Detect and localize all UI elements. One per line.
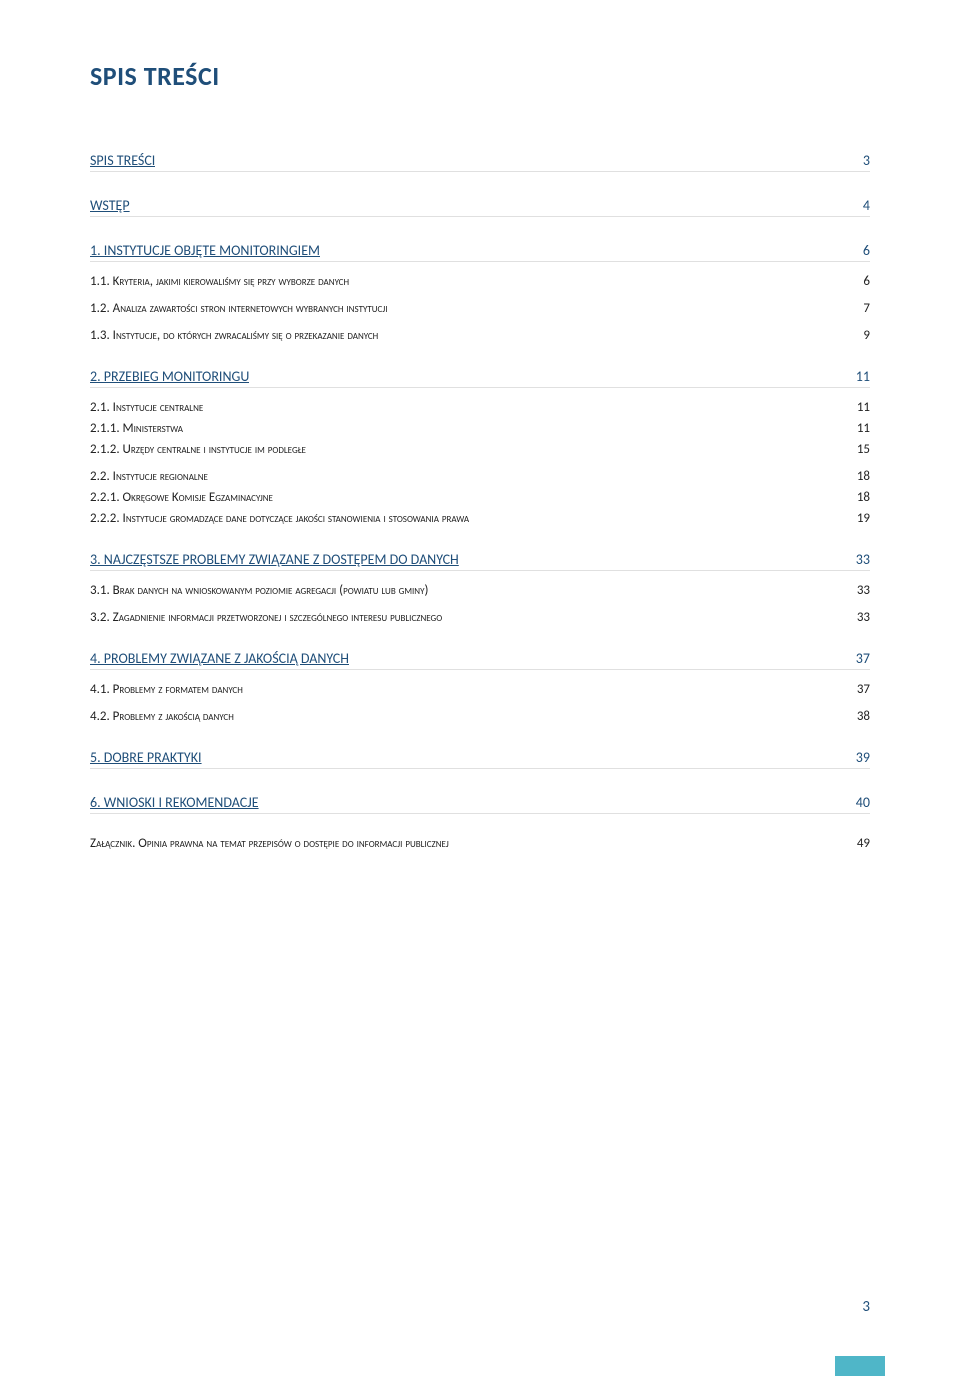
toc-label: 2.2. Instytucje regionalne bbox=[90, 469, 208, 484]
toc-label: 6. WNIOSKI I REKOMENDACJE bbox=[90, 794, 259, 811]
toc-entry[interactable]: 2. PRZEBIEG MONITORINGU 11 bbox=[90, 368, 870, 388]
toc-entry[interactable]: 2.2.2. Instytucje gromadzące dane dotycz… bbox=[90, 511, 870, 526]
toc-page: 37 bbox=[848, 650, 870, 667]
toc-page: 33 bbox=[849, 583, 870, 598]
toc-entry[interactable]: SPIS TREŚCI 3 bbox=[90, 152, 870, 172]
toc-page: 11 bbox=[848, 368, 870, 385]
toc-page: 11 bbox=[849, 421, 870, 436]
toc-entry[interactable]: 4.1. Problemy z formatem danych 37 bbox=[90, 682, 870, 697]
toc-label: 3.2. Zagadnienie informacji przetworzone… bbox=[90, 610, 442, 625]
toc-entry[interactable]: 1.1. Kryteria, jakimi kierowaliśmy się p… bbox=[90, 274, 870, 289]
toc-label: 3.1. Brak danych na wnioskowanym poziomi… bbox=[90, 583, 428, 598]
toc-page: 9 bbox=[855, 328, 870, 343]
toc-entry[interactable]: 4.2. Problemy z jakością danych 38 bbox=[90, 709, 870, 724]
toc-label: 1.2. Analiza zawartości stron internetow… bbox=[90, 301, 388, 316]
toc-page: 3 bbox=[855, 152, 870, 169]
toc-entry[interactable]: 2.2.1. Okręgowe Komisje Egzaminacyjne 18 bbox=[90, 490, 870, 505]
toc-entry[interactable]: 2.1.1. Ministerstwa 11 bbox=[90, 421, 870, 436]
toc-label: 4. PROBLEMY ZWIĄZANE Z JAKOŚCIĄ DANYCH bbox=[90, 650, 349, 667]
toc-page: 19 bbox=[849, 511, 870, 526]
toc-page: 33 bbox=[849, 610, 870, 625]
toc-label: 4.1. Problemy z formatem danych bbox=[90, 682, 243, 697]
toc-label: 1. INSTYTUCJE OBJĘTE MONITORINGIEM bbox=[90, 242, 320, 259]
toc-page: 49 bbox=[849, 836, 870, 851]
toc-page: 4 bbox=[855, 197, 870, 214]
toc-entry[interactable]: WSTĘP 4 bbox=[90, 197, 870, 217]
toc-label: 2.2.1. Okręgowe Komisje Egzaminacyjne bbox=[90, 490, 273, 505]
toc-page: 40 bbox=[848, 794, 870, 811]
toc-entry[interactable]: 1. INSTYTUCJE OBJĘTE MONITORINGIEM 6 bbox=[90, 242, 870, 262]
toc-page: 33 bbox=[848, 551, 870, 568]
toc-entry[interactable]: Załącznik. Opinia prawna na temat przepi… bbox=[90, 836, 870, 851]
toc-entry[interactable]: 1.2. Analiza zawartości stron internetow… bbox=[90, 301, 870, 316]
toc-label: 2. PRZEBIEG MONITORINGU bbox=[90, 368, 249, 385]
toc-entry[interactable]: 5. DOBRE PRAKTYKI 39 bbox=[90, 749, 870, 769]
toc-page: 18 bbox=[849, 469, 870, 484]
toc-entry[interactable]: 6. WNIOSKI I REKOMENDACJE 40 bbox=[90, 794, 870, 814]
toc-label: 1.1. Kryteria, jakimi kierowaliśmy się p… bbox=[90, 274, 349, 289]
toc-entry[interactable]: 2.1. Instytucje centralne 11 bbox=[90, 400, 870, 415]
toc-page: 38 bbox=[849, 709, 870, 724]
toc-label: 2.2.2. Instytucje gromadzące dane dotycz… bbox=[90, 511, 469, 526]
toc-page: 37 bbox=[849, 682, 870, 697]
toc-page: 39 bbox=[848, 749, 870, 766]
toc-label: WSTĘP bbox=[90, 197, 130, 214]
toc-entry[interactable]: 3.1. Brak danych na wnioskowanym poziomi… bbox=[90, 583, 870, 598]
corner-tab bbox=[835, 1356, 885, 1376]
toc-page: 15 bbox=[849, 442, 870, 457]
page-number: 3 bbox=[862, 1298, 870, 1316]
toc-label: 2.1.2. Urzędy centralne i instytucje im … bbox=[90, 442, 306, 457]
toc-entry[interactable]: 2.1.2. Urzędy centralne i instytucje im … bbox=[90, 442, 870, 457]
page-title: SPIS TREŚCI bbox=[90, 60, 870, 92]
toc-label: 1.3. Instytucje, do których zwracaliśmy … bbox=[90, 328, 378, 343]
toc-page: 11 bbox=[849, 400, 870, 415]
toc-entry[interactable]: 3.2. Zagadnienie informacji przetworzone… bbox=[90, 610, 870, 625]
toc-label: 4.2. Problemy z jakością danych bbox=[90, 709, 234, 724]
toc-label: Załącznik. Opinia prawna na temat przepi… bbox=[90, 836, 449, 851]
toc-entry[interactable]: 1.3. Instytucje, do których zwracaliśmy … bbox=[90, 328, 870, 343]
toc-label: 2.1.1. Ministerstwa bbox=[90, 421, 183, 436]
toc-entry[interactable]: 2.2. Instytucje regionalne 18 bbox=[90, 469, 870, 484]
toc-label: 5. DOBRE PRAKTYKI bbox=[90, 749, 202, 766]
table-of-contents: SPIS TREŚCI 3 WSTĘP 4 1. INSTYTUCJE OBJĘTE M… bbox=[90, 152, 870, 851]
toc-page: 7 bbox=[855, 301, 870, 316]
toc-page: 18 bbox=[849, 490, 870, 505]
toc-page: 6 bbox=[855, 242, 870, 259]
toc-label: 2.1. Instytucje centralne bbox=[90, 400, 203, 415]
toc-entry[interactable]: 4. PROBLEMY ZWIĄZANE Z JAKOŚCIĄ DANYCH 37 bbox=[90, 650, 870, 670]
toc-page: 6 bbox=[855, 274, 870, 289]
toc-entry[interactable]: 3. NAJCZĘSTSZE PROBLEMY ZWIĄZANE Z DOSTĘ… bbox=[90, 551, 870, 571]
toc-label: SPIS TREŚCI bbox=[90, 152, 155, 169]
toc-label: 3. NAJCZĘSTSZE PROBLEMY ZWIĄZANE Z DOSTĘ… bbox=[90, 551, 459, 568]
